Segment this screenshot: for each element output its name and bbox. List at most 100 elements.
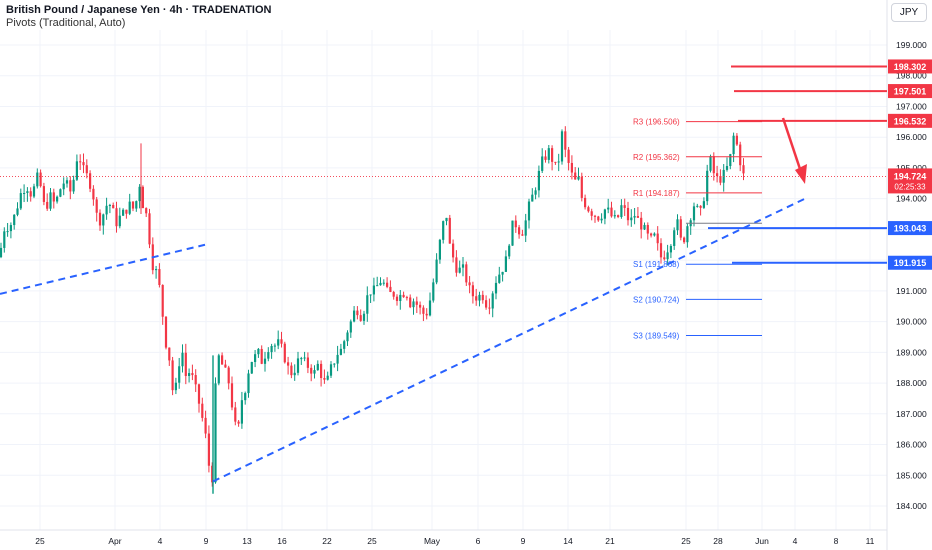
candle-body bbox=[696, 205, 699, 207]
y-tick-label: 198.000 bbox=[896, 71, 927, 81]
candle-body bbox=[115, 208, 118, 227]
support-price-label-bg bbox=[888, 255, 932, 270]
indicator-label: Pivots (Traditional, Auto) bbox=[6, 17, 126, 29]
candle-body bbox=[82, 162, 85, 166]
candle-body bbox=[537, 170, 540, 191]
candle-body bbox=[425, 313, 428, 316]
candle-body bbox=[16, 208, 19, 215]
support-price-label-bg bbox=[888, 221, 932, 236]
candle-body bbox=[613, 215, 616, 217]
candle-body bbox=[227, 367, 230, 384]
candle-body bbox=[244, 393, 247, 401]
candle-body bbox=[706, 170, 709, 202]
candle-body bbox=[372, 285, 375, 295]
candle-body bbox=[29, 191, 32, 197]
candle-body bbox=[333, 363, 336, 365]
candle-body bbox=[65, 180, 69, 184]
candle-body bbox=[455, 257, 458, 273]
candle-body bbox=[320, 363, 323, 379]
x-tick-label: 4 bbox=[158, 536, 163, 546]
candle-body bbox=[336, 354, 339, 364]
x-tick-label: 14 bbox=[563, 536, 573, 546]
candle-body bbox=[214, 383, 217, 483]
candle-body bbox=[739, 144, 742, 166]
candle-body bbox=[56, 196, 59, 202]
candle-body bbox=[584, 197, 587, 208]
candle-body bbox=[428, 300, 432, 316]
candle-body bbox=[491, 293, 494, 309]
candle-body bbox=[669, 245, 672, 253]
candle-body bbox=[72, 179, 75, 192]
candle-body bbox=[663, 257, 666, 260]
y-tick-label: 196.000 bbox=[896, 132, 927, 142]
support-price-label: 193.043 bbox=[894, 224, 927, 234]
candle-body bbox=[633, 216, 636, 218]
candle-body bbox=[468, 282, 471, 286]
candle-body bbox=[75, 161, 78, 180]
candle-body bbox=[89, 173, 92, 189]
y-tick-label: 191.000 bbox=[896, 286, 927, 296]
candle-body bbox=[716, 173, 719, 177]
currency-button[interactable]: JPY bbox=[891, 3, 927, 22]
candle-body bbox=[494, 282, 498, 294]
x-tick-label: 25 bbox=[681, 536, 691, 546]
current-price-label-bg bbox=[888, 168, 932, 194]
candle-body bbox=[125, 209, 128, 214]
candle-body bbox=[702, 201, 705, 208]
candle-body bbox=[339, 348, 342, 355]
candle-body bbox=[6, 231, 9, 233]
candle-body bbox=[547, 148, 550, 160]
candle-body bbox=[46, 201, 49, 209]
candle-body bbox=[620, 205, 623, 217]
candle-body bbox=[471, 285, 474, 297]
candle-body bbox=[52, 192, 55, 202]
candle-body bbox=[92, 188, 95, 200]
candle-body bbox=[310, 367, 313, 374]
y-tick-label: 194.000 bbox=[896, 194, 927, 204]
candle-body bbox=[79, 161, 82, 163]
candle-body bbox=[478, 294, 481, 301]
pivot-label: S1 (191.868) bbox=[633, 260, 680, 269]
x-tick-label: 13 bbox=[242, 536, 252, 546]
candle-body bbox=[343, 341, 346, 349]
candle-body bbox=[290, 365, 293, 376]
candle-body bbox=[442, 221, 445, 240]
pivot-label: R2 (195.362) bbox=[633, 153, 680, 162]
candle-body bbox=[326, 375, 329, 380]
candle-body bbox=[217, 355, 220, 384]
candle-body bbox=[267, 352, 270, 359]
candle-body bbox=[122, 209, 125, 216]
candle-body bbox=[145, 208, 148, 214]
x-tick-label: 22 bbox=[322, 536, 332, 546]
candle-body bbox=[409, 297, 412, 308]
candle-body bbox=[590, 211, 593, 216]
candle-body bbox=[62, 183, 65, 190]
y-tick-label: 185.000 bbox=[896, 470, 927, 480]
candle-body bbox=[679, 219, 682, 238]
candle-body bbox=[9, 225, 12, 232]
candle-body bbox=[188, 373, 191, 376]
candle-body bbox=[69, 180, 72, 192]
candle-body bbox=[465, 264, 468, 283]
candle-body bbox=[316, 363, 319, 371]
candle-body bbox=[39, 172, 42, 187]
candle-body bbox=[399, 294, 402, 302]
candle-body bbox=[108, 204, 111, 206]
candle-body bbox=[699, 205, 702, 208]
candle-body bbox=[376, 285, 379, 287]
candle-body bbox=[237, 421, 240, 424]
candle-body bbox=[270, 346, 273, 353]
y-tick-label: 190.000 bbox=[896, 317, 927, 327]
candle-body bbox=[557, 161, 560, 163]
candle-body bbox=[85, 165, 88, 174]
resistance-price-label: 197.501 bbox=[894, 87, 927, 97]
candle-body bbox=[587, 207, 590, 212]
candle-body bbox=[597, 216, 600, 221]
candle-body bbox=[95, 199, 98, 213]
candle-body bbox=[138, 186, 141, 202]
candle-body bbox=[666, 252, 669, 260]
candle-body bbox=[422, 307, 425, 314]
x-tick-label: 16 bbox=[277, 536, 287, 546]
candle-body bbox=[221, 355, 224, 365]
